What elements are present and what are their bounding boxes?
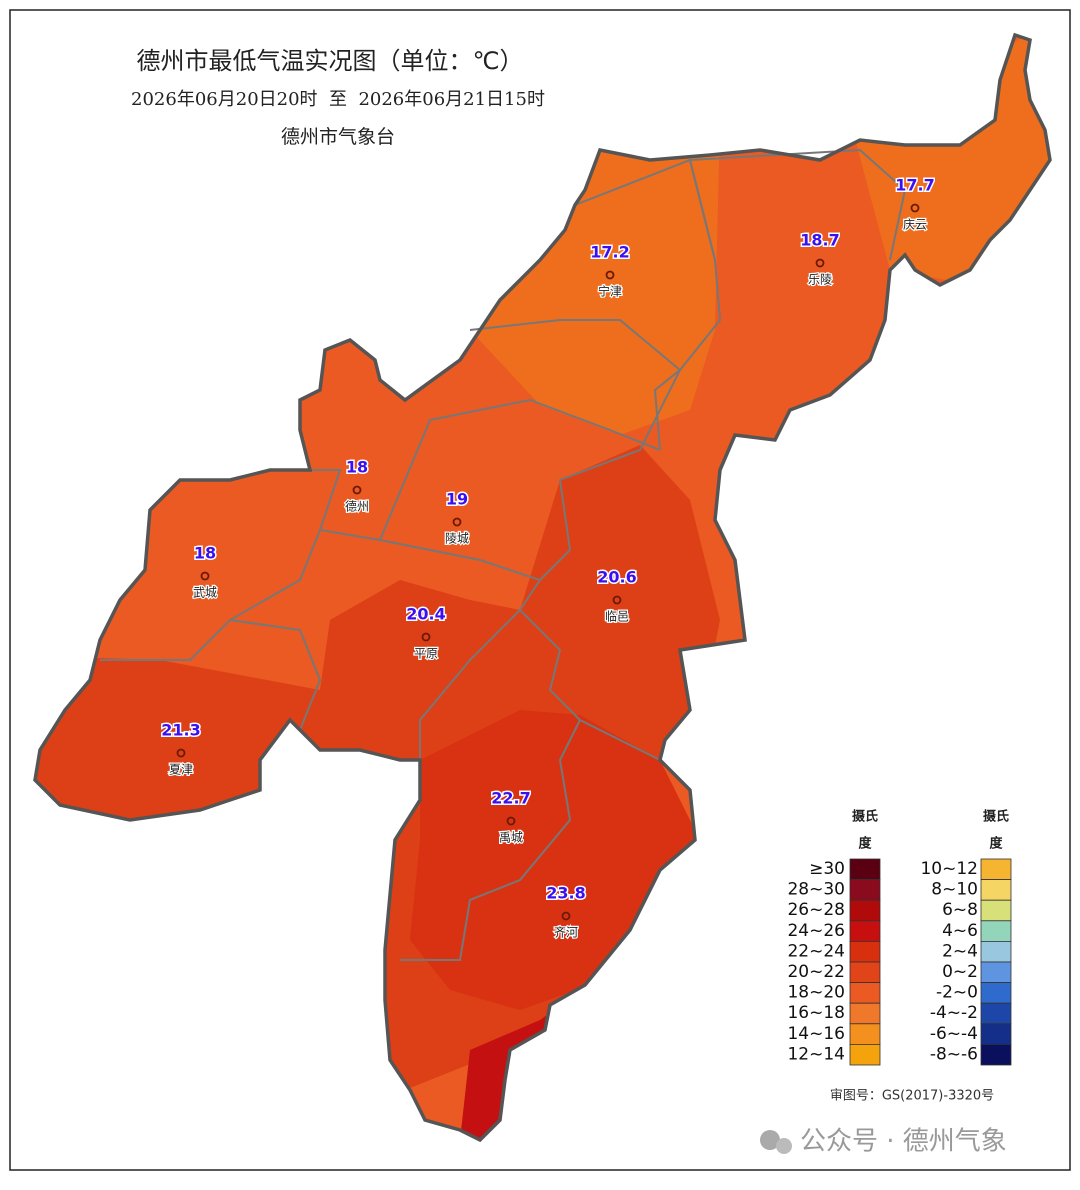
station-name: 夏津 xyxy=(169,763,193,777)
station-name: 禹城 xyxy=(499,831,523,845)
legend-swatch xyxy=(980,879,1012,901)
station-value: 17.2 xyxy=(590,243,629,262)
station-value: 19 xyxy=(446,490,468,509)
legend-label: -4~-2 xyxy=(930,1003,978,1023)
legend-title: 度 xyxy=(858,836,872,852)
legend-label: 2~4 xyxy=(942,941,978,961)
legend-label: 28~30 xyxy=(787,880,845,900)
legend-label: 18~20 xyxy=(787,983,845,1003)
legend-swatch xyxy=(849,1023,881,1045)
legend-label: 22~24 xyxy=(787,941,845,961)
station-name: 齐河 xyxy=(554,925,578,940)
legend-swatch xyxy=(980,899,1012,922)
station-value: 23.8 xyxy=(546,884,585,903)
legend-label: 26~28 xyxy=(787,900,845,920)
station-dot xyxy=(612,595,622,605)
county-borders xyxy=(100,148,907,961)
legend-swatch xyxy=(980,1044,1012,1066)
legend-swatch xyxy=(849,879,881,901)
legend-label: ≥30 xyxy=(809,859,845,879)
station-value: 18 xyxy=(194,544,216,563)
legend-label: 4~6 xyxy=(942,921,978,941)
period: 2026年06月20日20时 至 2026年06月21日15时 xyxy=(131,89,545,110)
station-dot xyxy=(910,203,920,213)
station-dot xyxy=(352,485,362,495)
station-dot xyxy=(815,258,825,268)
station-value: 22.7 xyxy=(491,789,530,808)
legend-label: 12~14 xyxy=(787,1044,845,1064)
legend-label: 16~18 xyxy=(787,1003,845,1023)
station-dot xyxy=(200,571,210,581)
station-name: 庆云 xyxy=(903,218,927,232)
station-name: 平原 xyxy=(414,647,438,661)
legend-swatch xyxy=(849,899,881,922)
zone xyxy=(470,120,720,435)
legend-swatch xyxy=(980,920,1012,942)
legend-swatch xyxy=(849,858,881,881)
legend-label: 10~12 xyxy=(920,859,978,879)
legend-label: 14~16 xyxy=(787,1024,845,1044)
station-name: 临邑 xyxy=(605,610,629,624)
legend-swatch xyxy=(849,920,881,942)
legend-label: -2~0 xyxy=(936,983,978,1003)
legend-swatch xyxy=(980,1002,1012,1025)
station-value: 21.3 xyxy=(161,721,200,740)
legend-title: 摄氏 xyxy=(983,809,1009,825)
legend-label: -8~-6 xyxy=(930,1044,978,1064)
legend-swatch xyxy=(980,982,1012,1004)
station-name: 武城 xyxy=(193,586,217,600)
legend-label: 6~8 xyxy=(942,900,978,920)
watermark-text: 公众号 · 德州气象 xyxy=(800,1127,1007,1157)
station-value: 20.6 xyxy=(597,568,636,587)
station-value: 17.7 xyxy=(895,176,934,195)
approval-number: 审图号：GS(2017)-3320号 xyxy=(830,1089,994,1104)
station-value: 18 xyxy=(346,458,368,477)
issuer: 德州市气象台 xyxy=(281,126,395,148)
legend-title: 摄氏 xyxy=(852,809,878,825)
station-name: 宁津 xyxy=(598,284,622,299)
legend-swatch xyxy=(849,1044,881,1066)
legend-swatch xyxy=(849,941,881,963)
legend-label: 24~26 xyxy=(787,921,845,941)
legend-swatch xyxy=(980,961,1012,984)
station-name: 乐陵 xyxy=(808,273,832,287)
station-value: 18.7 xyxy=(800,231,839,250)
station-value: 20.4 xyxy=(406,605,445,624)
station-dot xyxy=(561,911,571,921)
legend-swatch xyxy=(980,1023,1012,1045)
legend-label: 20~22 xyxy=(787,962,845,982)
legend-title: 度 xyxy=(989,836,1003,852)
legend-swatch xyxy=(980,858,1012,881)
legend-swatch xyxy=(849,982,881,1004)
watermark-icon xyxy=(776,1138,792,1154)
station-dot xyxy=(452,517,462,527)
station-dot xyxy=(176,748,186,758)
station-dot xyxy=(605,270,615,280)
legend-swatch xyxy=(849,1002,881,1025)
station-name: 陵城 xyxy=(445,532,469,546)
watermark: 公众号 · 德州气象 xyxy=(760,1127,1007,1157)
map-title: 德州市最低气温实况图（单位：℃） xyxy=(137,47,524,75)
station-dot xyxy=(506,816,516,826)
legend-label: -6~-4 xyxy=(930,1024,978,1044)
station-dot xyxy=(421,632,431,642)
legend-swatch xyxy=(980,941,1012,963)
legend-swatch xyxy=(849,961,881,984)
station-name: 德州 xyxy=(345,499,369,514)
legend-label: 0~2 xyxy=(942,962,978,982)
legend-label: 8~10 xyxy=(931,880,978,900)
watermark-icon xyxy=(760,1130,780,1150)
